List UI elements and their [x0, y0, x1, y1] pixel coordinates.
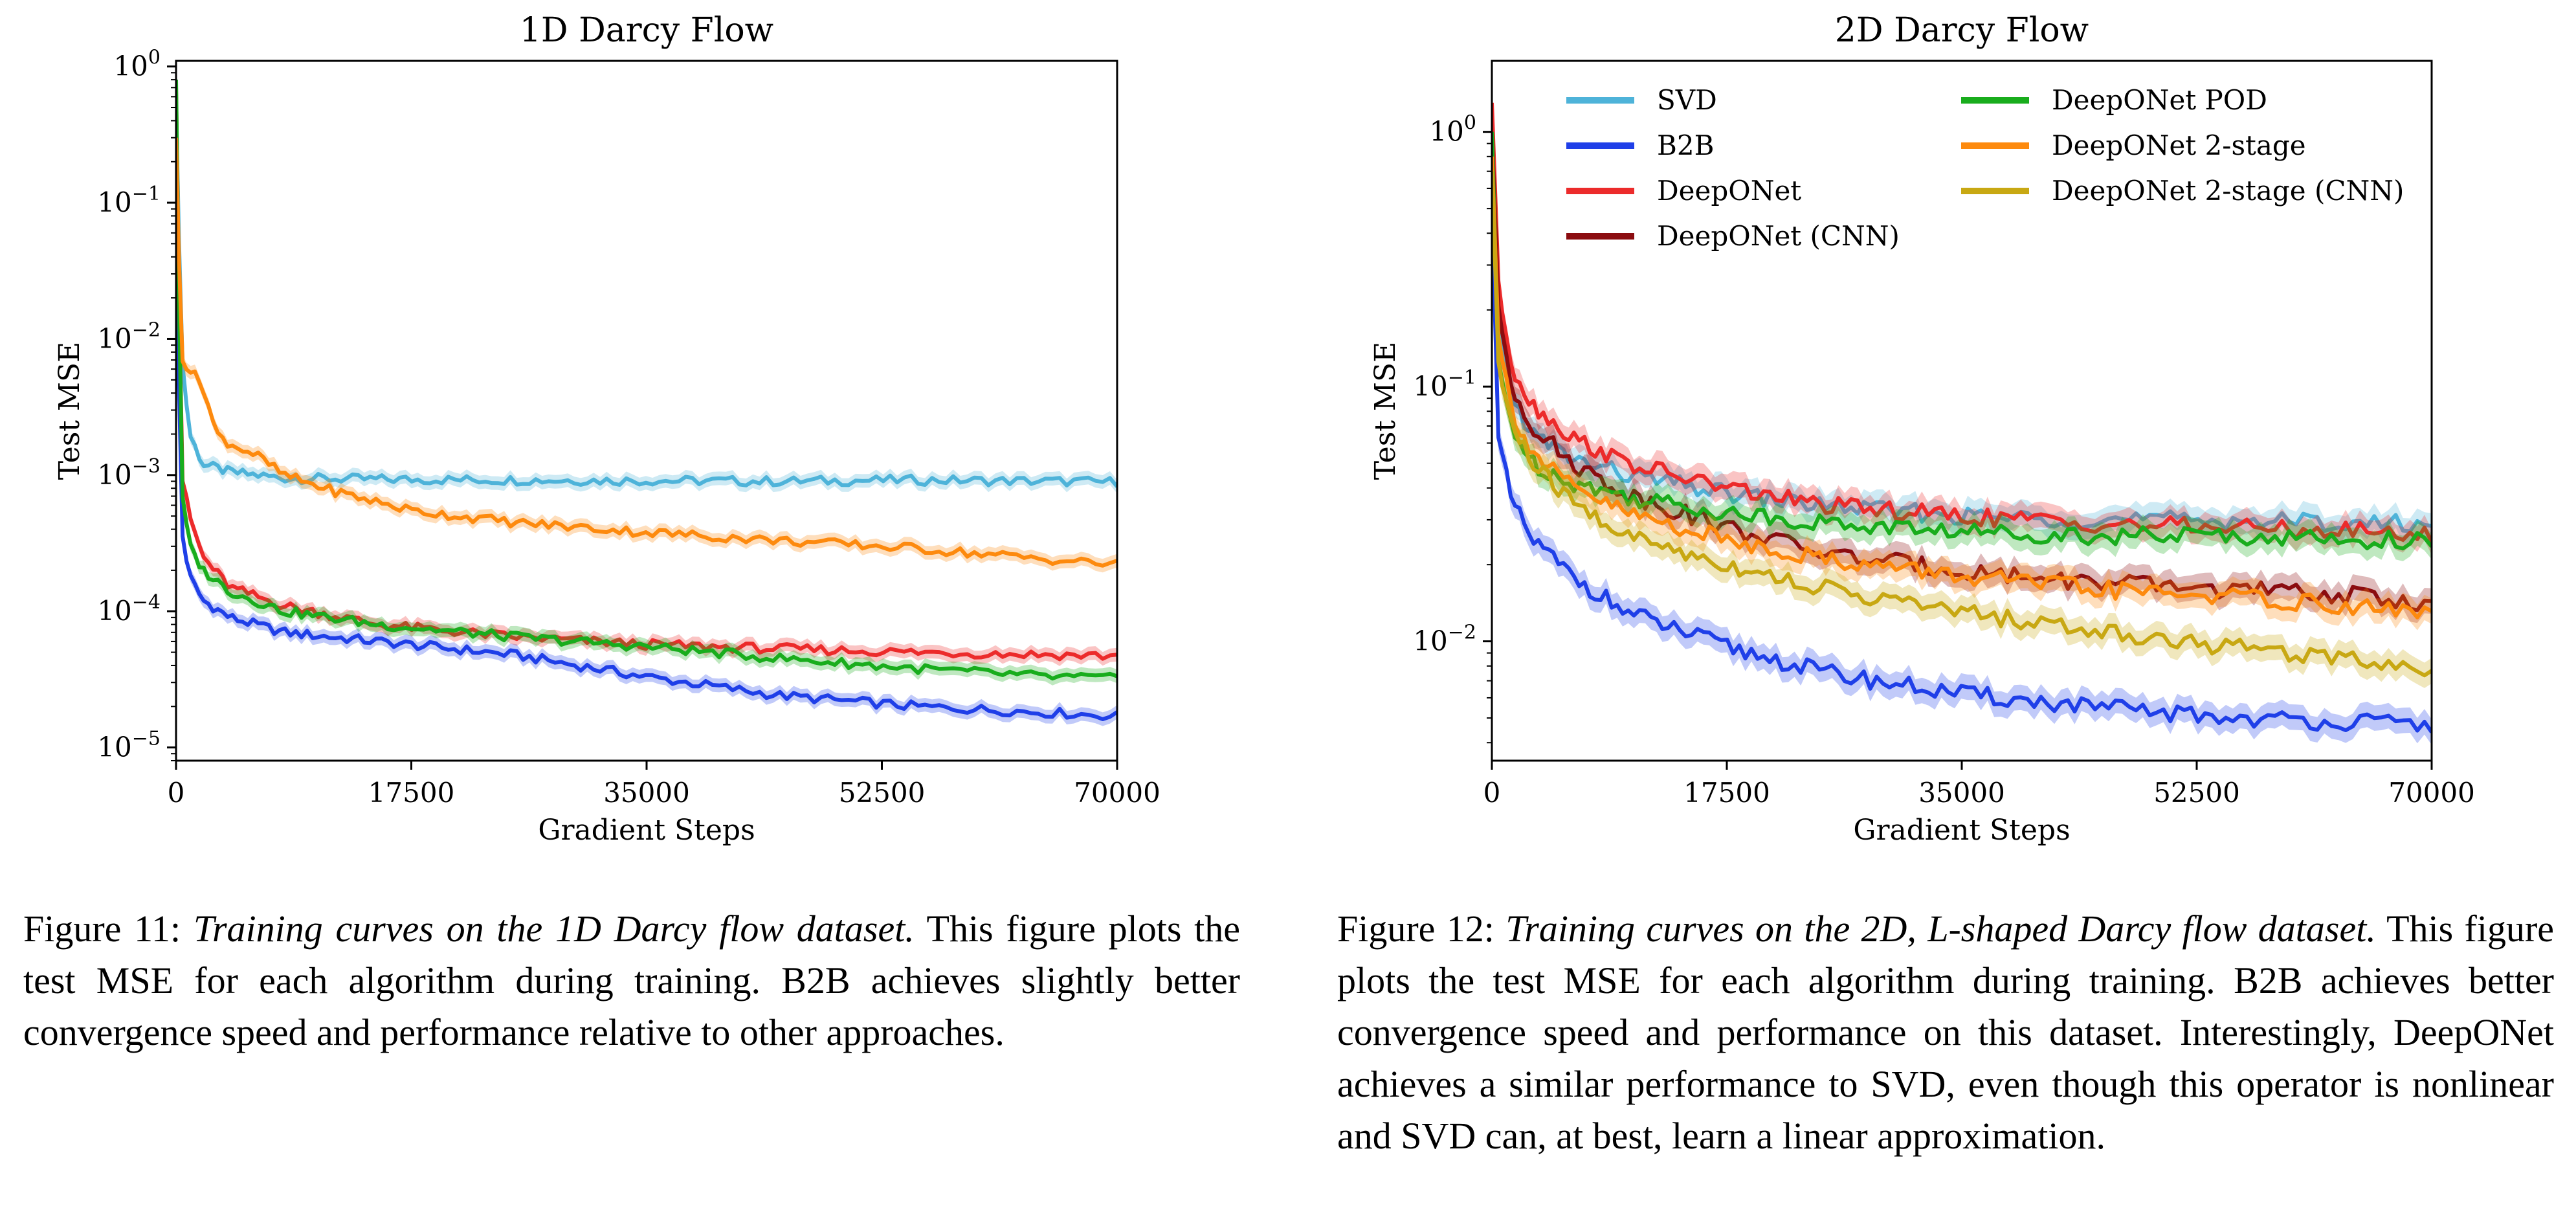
legend-label-deeponet: DeepONet: [1657, 175, 1801, 207]
x-tick-label: 0: [1483, 777, 1501, 809]
chart-title: 1D Darcy Flow: [520, 11, 773, 50]
legend-label-deeponet-pod: DeepONet POD: [2052, 84, 2267, 116]
series-line-svd: [176, 107, 1117, 488]
y-axis-label: Test MSE: [53, 342, 86, 480]
y-tick-label: 10−1: [97, 183, 161, 218]
x-tick-label: 35000: [1918, 777, 2005, 809]
series-band-svd: [176, 100, 1117, 494]
figure-12-label: Figure 12:: [1337, 908, 1494, 950]
figure-11-label: Figure 11:: [23, 908, 181, 950]
y-tick-label: 10−2: [97, 319, 161, 354]
x-tick-label: 35000: [603, 777, 690, 809]
x-tick-label: 17500: [1683, 777, 1770, 809]
legend-label-b2b: B2B: [1657, 129, 1714, 161]
x-tick-label: 52500: [839, 777, 926, 809]
series-band-deeponet: [176, 80, 1117, 666]
x-tick-label: 70000: [2388, 777, 2475, 809]
legend-label-deeponet-2-stage: DeepONet 2-stage: [2052, 129, 2306, 161]
series-line-svd: [1492, 131, 2432, 533]
series-band-deeponet-pod: [176, 73, 1117, 686]
figure-12-caption: Figure 12: Training curves on the 2D, L-…: [1337, 903, 2554, 1162]
x-tick-label: 0: [168, 777, 185, 809]
series-line-b2b: [176, 216, 1117, 721]
plot-area: [1492, 90, 2432, 745]
y-tick-label: 10−2: [1413, 621, 1476, 657]
legend-label-deeponet-2-stage-cnn: DeepONet 2-stage (CNN): [2052, 175, 2404, 207]
series-line-deeponet: [1492, 102, 2432, 543]
y-tick-label: 10−5: [97, 728, 161, 763]
y-tick-label: 10−1: [1413, 366, 1476, 402]
y-tick-label: 10−4: [97, 591, 161, 627]
series-line-deeponet-cnn: [1492, 131, 2432, 612]
series-line-deeponet: [176, 87, 1117, 662]
legend-label-deeponet-cnn: DeepONet (CNN): [1657, 220, 1900, 252]
y-axis-label: Test MSE: [1369, 342, 1402, 480]
series-band-deeponet-2-stage: [176, 131, 1117, 573]
chart-1d-darcy-flow: 1D Darcy Flow 0 17500 35000 52500 70000 100 10−…: [53, 11, 1160, 847]
x-tick-label: 52500: [2153, 777, 2240, 809]
figure-12-emphasis: Training curves on the 2D, L-shaped Darc…: [1505, 908, 2376, 950]
legend-label-svd: SVD: [1657, 84, 1717, 116]
series-band-deeponet-2-stage: [1492, 144, 2432, 631]
y-tick-label: 10−3: [97, 455, 161, 491]
figure-12-body: This figure plots the test MSE for each …: [1337, 908, 2555, 1157]
x-axis-label: Gradient Steps: [538, 814, 755, 847]
plot-area: [176, 73, 1117, 726]
figure-11-emphasis: Training curves on the 1D Darcy flow dat…: [193, 908, 915, 950]
x-tick-label: 70000: [1074, 777, 1160, 809]
series-line-deeponet-pod: [176, 80, 1117, 681]
y-tick-label: 100: [113, 47, 161, 82]
x-tick-label: 17500: [368, 777, 455, 809]
y-tick-label: 100: [1429, 112, 1476, 148]
series-line-deeponet-2-stage: [1492, 156, 2432, 620]
series-line-deeponet-2-stage: [176, 137, 1117, 568]
series-line-deeponet-2-stage-cnn: [1492, 171, 2432, 678]
chart-2d-darcy-flow: 2D Darcy Flow 0 17500 35000 52500 70000 100 10−…: [1369, 11, 2475, 847]
figure-11-body: This figure plots the test MSE for each …: [23, 908, 1241, 1053]
chart-title: 2D Darcy Flow: [1835, 11, 2089, 50]
series-line-deeponet-pod: [1492, 131, 2432, 551]
x-axis-label: Gradient Steps: [1853, 814, 2070, 847]
series-line-b2b: [1492, 208, 2432, 733]
figure-11-caption: Figure 11: Training curves on the 1D Dar…: [23, 903, 1240, 1058]
